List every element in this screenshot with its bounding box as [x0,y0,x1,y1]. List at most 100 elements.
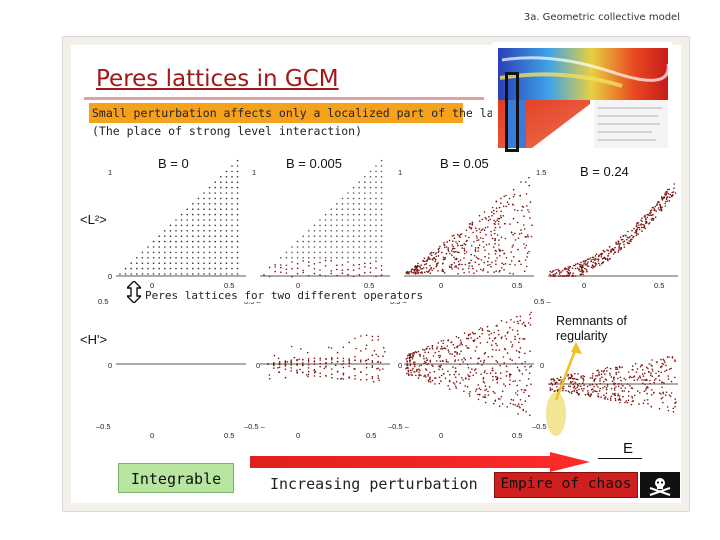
lattice-point [214,235,216,237]
lattice-point [268,374,271,376]
lattice-point [523,224,525,226]
lattice-point [634,362,637,365]
lattice-point [653,391,655,394]
lattice-point [512,256,515,258]
lattice-point [556,386,558,388]
lattice-point [669,193,671,196]
lattice-point [406,357,409,359]
lattice-point [443,272,446,274]
lattice-point [291,261,293,263]
lattice-point [415,267,417,269]
lattice-point [582,269,584,272]
column-label-b0: B = 0 [158,156,189,171]
lattice-point [631,395,633,398]
lattice-point [325,357,327,360]
lattice-point [579,263,581,266]
lattice-point [569,385,572,388]
lattice-point [336,208,338,210]
lattice-point [169,257,172,259]
lattice-point [563,275,565,277]
lattice-point [466,337,468,340]
lattice-point [220,224,222,227]
lattice-point [484,370,486,372]
lattice-point [593,385,595,388]
lattice-point [572,264,575,267]
lattice-point [438,356,441,359]
lattice-point [158,246,160,248]
lattice-point [324,213,327,216]
lattice-point [424,374,426,377]
lattice-point [319,362,321,365]
lattice-point [655,372,657,375]
lattice-point [284,376,287,379]
lattice-point [411,358,414,360]
lattice-point [475,227,477,229]
lattice-point [493,271,495,273]
lattice-point [147,246,149,248]
lattice-point [602,380,605,383]
lattice-point [354,337,356,340]
lattice-point [342,357,345,360]
lattice-point [449,252,451,255]
lattice-point [593,390,595,392]
lattice-point [467,333,470,336]
lattice-point [220,267,222,270]
lattice-point [580,264,583,266]
lattice-point [273,354,276,357]
lattice-point [197,208,200,210]
lattice-point [440,374,443,377]
lattice-point [512,273,514,275]
lattice-point [656,203,658,205]
lattice-point [584,267,586,270]
lattice-point [124,267,127,270]
lattice-point [208,219,211,221]
lattice-point [431,346,434,348]
lattice-point [557,268,559,271]
lattice-point [461,359,463,361]
lattice-point [589,384,591,386]
lattice-point [375,246,377,248]
lattice-point [463,247,465,250]
lattice-point [651,389,653,391]
lattice-point [296,267,299,270]
lattice-point [463,242,466,245]
integrable-box [118,463,234,493]
lattice-point [364,213,366,216]
lattice-point [453,247,456,250]
lattice-point [664,361,666,363]
lattice-point [663,359,665,362]
lattice-point [369,257,372,259]
tick-label: 0 [108,272,113,281]
lattice-point [175,251,177,254]
lattice-point [457,359,460,361]
lattice-point [626,383,629,385]
lattice-point [461,343,463,346]
lattice-point [214,192,216,194]
lattice-point [341,251,344,254]
lattice-point [278,371,280,373]
lattice-point [380,235,383,237]
lattice-point [526,234,529,236]
lattice-point [664,202,666,205]
lattice-point [364,230,366,232]
lattice-point [203,197,205,200]
lattice-point [431,269,433,272]
lattice-point [180,273,183,275]
lattice-point [429,258,431,260]
perturbation-arrow [250,452,590,472]
lattice-point [452,245,454,248]
lattice-point [186,251,188,254]
lattice-point [484,394,486,396]
lattice-point [375,213,377,216]
lattice-point [220,181,222,183]
lattice-point [441,251,443,254]
lattice-point [358,192,360,194]
lattice-point [365,366,368,369]
lattice-point [568,269,571,272]
lattice-point [505,256,508,259]
lattice-point [454,359,457,361]
lattice-point [296,372,299,374]
lattice-point [665,391,668,393]
lattice-point [341,197,344,200]
lattice-point [360,371,362,373]
